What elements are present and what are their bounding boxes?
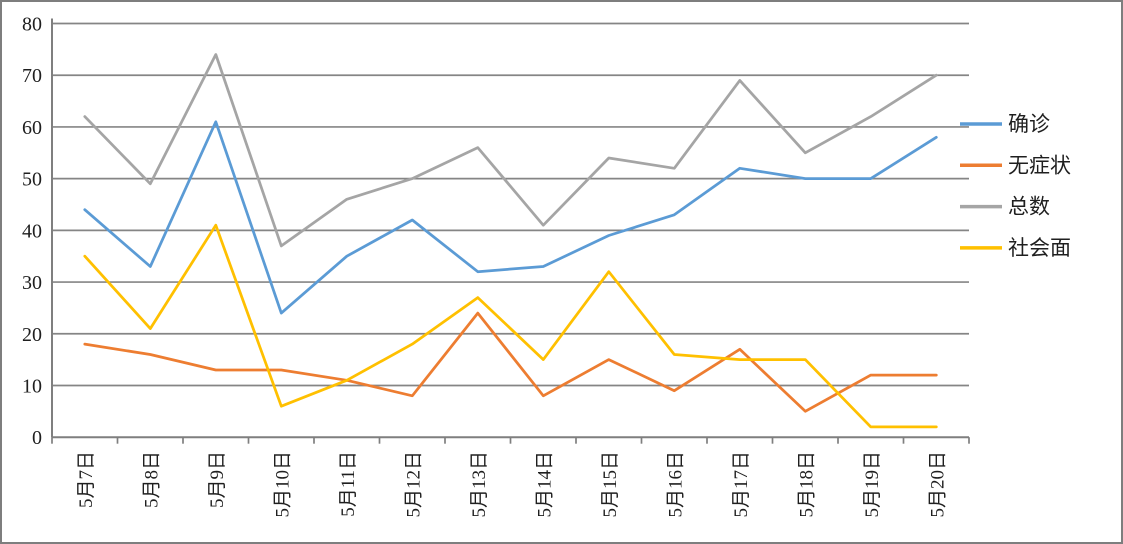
- x-axis-tick-label: 5月15日: [600, 451, 621, 518]
- y-axis-tick-label: 80: [22, 14, 42, 36]
- legend-item-确诊[interactable]: 确诊: [960, 112, 1050, 136]
- y-axis-tick-label: 60: [22, 117, 42, 139]
- y-axis-tick-label: 40: [22, 220, 42, 242]
- legend-label: 确诊: [1008, 112, 1050, 136]
- x-axis-tick-label: 5月8日: [141, 451, 162, 508]
- legend-label: 无症状: [1008, 153, 1071, 177]
- y-axis-tick-label: 0: [32, 427, 42, 449]
- legend-label: 总数: [1008, 195, 1050, 219]
- legend-label: 社会面: [1008, 236, 1071, 260]
- series-line-确诊[interactable]: [83, 120, 938, 315]
- legend-item-无症状[interactable]: 无症状: [960, 153, 1071, 177]
- x-axis-tick-label: 5月12日: [403, 451, 424, 518]
- y-axis-tick-label: 50: [22, 169, 42, 191]
- x-axis-tick-label: 5月9日: [207, 451, 228, 508]
- x-axis-tick-label: 5月14日: [534, 451, 555, 518]
- legend-item-总数[interactable]: 总数: [960, 195, 1050, 219]
- x-axis-tick-label: 5月18日: [796, 451, 817, 518]
- y-axis-tick-label: 30: [22, 272, 42, 294]
- series-line-总数[interactable]: [83, 53, 938, 248]
- x-axis-tick-label: 5月11日: [338, 451, 359, 517]
- series-line-无症状[interactable]: [83, 311, 938, 413]
- x-axis-tick-label: 5月19日: [862, 451, 883, 518]
- x-axis-tick-label: 5月13日: [469, 451, 490, 518]
- legend-item-社会面[interactable]: 社会面: [960, 236, 1071, 260]
- y-axis-tick-label: 10: [22, 375, 42, 397]
- y-axis-tick-label: 70: [22, 65, 42, 87]
- x-axis-tick-label: 5月7日: [76, 451, 97, 508]
- x-axis-tick-label: 5月17日: [731, 451, 752, 518]
- x-axis-tick-label: 5月20日: [927, 451, 948, 518]
- x-axis-tick-label: 5月10日: [272, 451, 293, 518]
- x-axis-tick-label: 5月16日: [665, 451, 686, 518]
- series-line-社会面[interactable]: [83, 223, 938, 429]
- y-axis-tick-label: 20: [22, 324, 42, 346]
